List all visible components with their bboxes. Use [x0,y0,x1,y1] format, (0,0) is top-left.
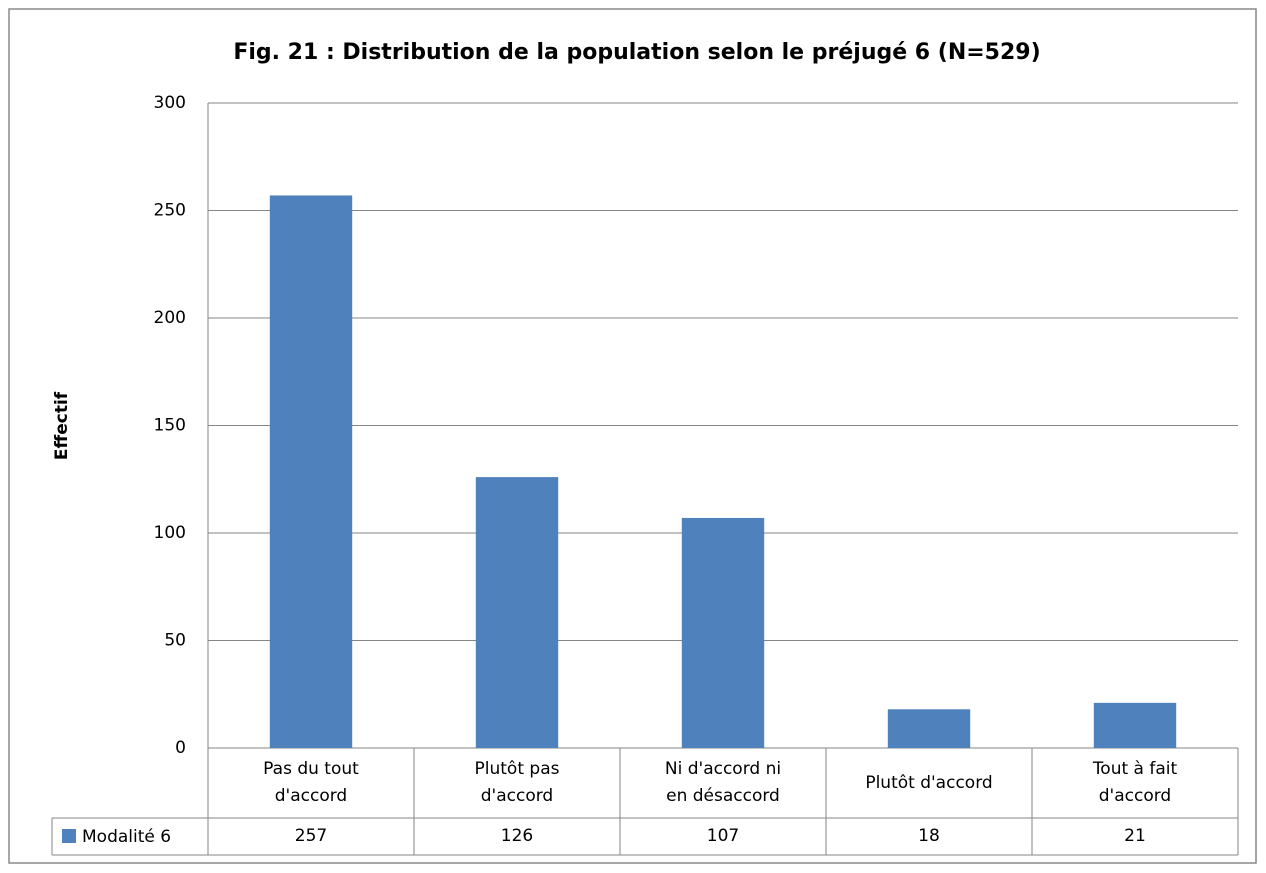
x-tick-label: Plutôt pas d'accord [474,759,560,806]
chart-border [8,8,1257,864]
data-label: 257 [294,826,328,846]
bar [887,709,971,748]
x-tick-label: Pas du tout d'accord [263,759,359,806]
y-axis-label: Effectif [52,391,72,460]
y-tick-label: 0 [175,738,186,758]
data-label: 107 [706,826,740,846]
data-label: 21 [1124,826,1146,846]
legend-key [62,829,76,843]
legend-label: Modalité 6 [82,827,171,847]
bar [269,195,353,748]
data-label: 126 [500,826,534,846]
y-tick-label: 250 [154,201,186,221]
y-tick-label: 100 [154,523,186,543]
bar [681,517,765,748]
y-tick-label: 150 [154,416,186,436]
chart-title: Fig. 21 : Distribution de la population … [233,40,1040,65]
y-tick-label: 200 [154,308,186,328]
y-tick-label: 300 [154,93,186,113]
x-tick-label: Tout à fait d'accord [1092,759,1178,806]
x-tick-label: Ni d'accord ni en désaccord [664,759,782,806]
x-tick-label: Plutôt d'accord [865,772,993,793]
bar [1093,702,1177,748]
bar [475,477,559,748]
data-label: 18 [918,826,940,846]
y-tick-label: 50 [164,631,186,651]
